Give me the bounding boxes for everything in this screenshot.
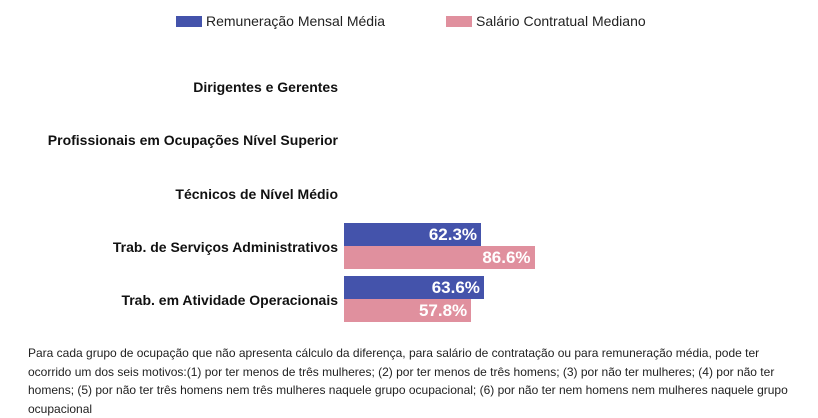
legend-swatch <box>176 15 202 27</box>
legend-label: Salário Contratual Mediano <box>476 13 646 29</box>
legend-item[interactable]: Salário Contratual Mediano <box>446 13 646 29</box>
legend-label: Remuneração Mensal Média <box>206 13 385 29</box>
legend-item[interactable]: Remuneração Mensal Média <box>176 13 385 29</box>
bar[interactable]: 63.6% <box>344 276 484 300</box>
legend-swatch <box>446 15 472 27</box>
category-label: Técnicos de Nível Médio <box>175 185 338 202</box>
category-label: Dirigentes e Gerentes <box>193 79 338 95</box>
category-label: Trab. em Atividade Operacionais <box>121 292 338 309</box>
bar[interactable]: 57.8% <box>344 299 472 323</box>
bar[interactable]: 86.6% <box>344 245 535 269</box>
category-label: Trab. de Serviços Administrativos <box>112 238 338 255</box>
category-label: Profissionais em Ocupações Nível Superio… <box>47 132 338 149</box>
footnote: Para cada grupo de ocupação que não apre… <box>28 346 788 416</box>
bar[interactable]: 62.3% <box>344 222 482 246</box>
